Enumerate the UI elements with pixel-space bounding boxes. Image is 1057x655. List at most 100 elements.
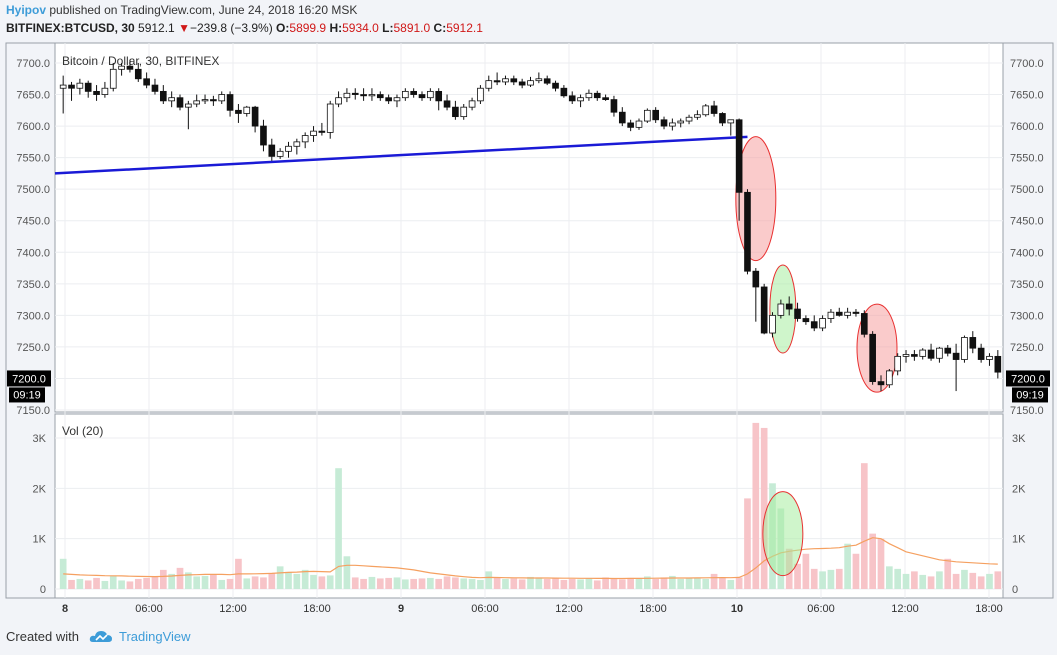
tradingview-link[interactable]: TradingView	[118, 629, 191, 644]
volume-bar	[669, 575, 676, 589]
volume-bar	[126, 581, 134, 589]
candle-down	[418, 94, 426, 99]
support-trendline	[54, 135, 748, 175]
author-name[interactable]: Hyipov	[6, 3, 47, 17]
volume-bar	[93, 577, 100, 589]
volume-bar	[685, 578, 693, 589]
price-tick-left: 7400.0	[16, 247, 50, 259]
time-tick-label: 9	[398, 603, 404, 615]
price-tick-left: 7250.0	[16, 342, 50, 354]
volume-tick-right: 1K	[1012, 534, 1026, 546]
volume-bar	[260, 577, 267, 589]
candle-down	[969, 337, 977, 349]
price-tick-left: 7550.0	[16, 153, 50, 165]
candle-up	[427, 90, 434, 99]
volume-bar	[810, 568, 818, 589]
candle-down	[710, 105, 718, 114]
candle-down	[994, 355, 1002, 373]
volume-bar	[68, 579, 75, 589]
volume-bar	[393, 577, 401, 589]
candle-down	[268, 144, 276, 157]
volume-bar	[76, 578, 84, 589]
created-with-label: Created with	[6, 629, 79, 644]
candle-up	[59, 84, 67, 89]
volume-bar	[552, 578, 559, 589]
candle-up	[402, 90, 409, 99]
volume-bar	[585, 578, 593, 589]
candle-up	[201, 99, 209, 102]
candle-down	[543, 78, 551, 84]
volume-bar	[911, 571, 918, 589]
candle-down	[877, 381, 885, 386]
candle-up	[535, 78, 543, 82]
volume-bar	[310, 574, 317, 589]
candle-down	[385, 97, 392, 102]
candle-down	[735, 119, 743, 193]
volume-tick-right: 2K	[1012, 483, 1026, 495]
candle-down	[93, 90, 100, 95]
candle-down	[744, 191, 751, 272]
volume-bar	[593, 580, 601, 589]
candle-down	[794, 308, 801, 319]
volume-bar	[443, 576, 451, 589]
candle-up	[460, 106, 468, 118]
volume-bar	[410, 578, 418, 589]
volume-bar	[860, 463, 868, 589]
volume-bar	[118, 580, 125, 589]
volume-tick-left: 2K	[33, 483, 47, 495]
volume-bar	[727, 579, 735, 589]
candle-up	[301, 135, 309, 143]
candle-up	[485, 80, 493, 89]
candle-down	[660, 119, 668, 127]
candle-up	[919, 349, 927, 357]
volume-bar	[218, 579, 226, 589]
candle-up	[285, 145, 292, 152]
volume-bar	[527, 576, 534, 589]
candle-up	[677, 120, 685, 124]
volume-bar	[802, 553, 810, 589]
volume-bar	[502, 578, 509, 589]
candle-down	[568, 95, 576, 102]
volume-bar	[735, 577, 743, 589]
price-tick-right: 7550.0	[1010, 153, 1044, 165]
time-label: 09:19	[1016, 389, 1044, 401]
candle-down	[235, 109, 242, 114]
volume-bar	[719, 577, 726, 589]
symbol-name: BITFINEX:BTCUSD, 30	[6, 21, 135, 35]
candle-down	[443, 100, 451, 108]
candle-up	[393, 97, 401, 102]
price-change: −239.8 (−3.9%)	[189, 21, 273, 35]
candle-up	[168, 97, 175, 102]
volume-bar	[752, 422, 760, 589]
price-tick-right: 7650.0	[1010, 90, 1044, 102]
volume-bar	[977, 576, 985, 589]
time-tick-label: 8	[62, 603, 68, 615]
volume-bar	[643, 576, 651, 589]
volume-bar	[702, 578, 710, 589]
candle-down	[134, 68, 142, 80]
price-volume-chart[interactable]: 7700.0 7700.0 7650.0 7650.0 7600.0 7600.0 7550…	[0, 0, 1057, 625]
volume-bar	[101, 580, 109, 589]
price-tick-left: 7150.0	[16, 405, 50, 417]
volume-bar	[902, 573, 910, 589]
volume-bar	[368, 576, 376, 589]
volume-bar	[468, 578, 476, 589]
candle-down	[84, 82, 92, 92]
volume-bar	[460, 578, 468, 589]
price-tick-right: 7700.0	[1010, 58, 1044, 70]
volume-tick-left: 0	[40, 584, 46, 596]
low-label: L:	[382, 21, 394, 35]
volume-bar	[635, 578, 643, 589]
volume-bar	[535, 577, 543, 589]
candle-down	[159, 90, 167, 102]
candle-down	[251, 106, 259, 127]
candle-down	[260, 125, 267, 146]
candle-down	[210, 99, 217, 102]
volume-bar	[268, 572, 276, 589]
price-tick-left: 7300.0	[16, 310, 50, 322]
candle-down	[68, 84, 75, 89]
volume-bar	[360, 578, 367, 589]
last-price-label: 7200.0	[1011, 373, 1045, 385]
candle-up	[310, 130, 317, 136]
candle-up	[844, 311, 851, 316]
